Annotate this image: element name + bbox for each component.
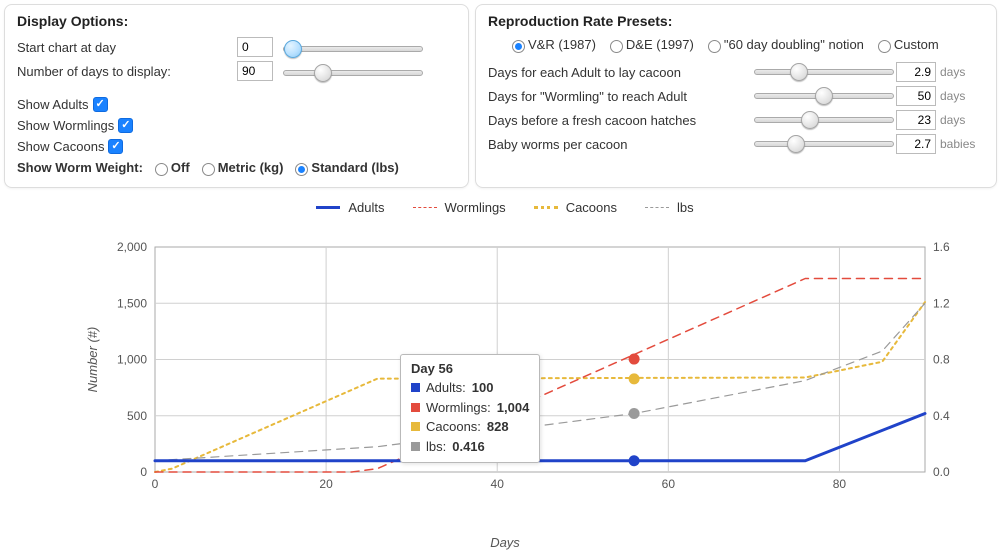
show-adults-label: Show Adults: [17, 97, 89, 112]
preset-de-radio[interactable]: [610, 40, 623, 53]
param-cacoon-lay-unit: days: [940, 65, 984, 79]
legend-cacoons-label: Cacoons: [566, 200, 617, 215]
param-cacoon-lay-value[interactable]: [896, 62, 936, 82]
repro-presets-panel: Reproduction Rate Presets: V&R (1987) D&…: [475, 4, 997, 188]
legend-adults[interactable]: Adults: [316, 200, 384, 215]
param-cacoon-lay-label: Days for each Adult to lay cacoon: [488, 65, 744, 80]
legend-wormlings-label: Wormlings: [445, 200, 506, 215]
param-hatch-slider[interactable]: [754, 117, 894, 123]
display-options-panel: Display Options: Start chart at day Numb…: [4, 4, 469, 188]
legend-wormlings[interactable]: Wormlings: [413, 200, 506, 215]
svg-text:1,500: 1,500: [117, 296, 147, 310]
start-day-row: Start chart at day: [17, 37, 456, 57]
param-hatch-label: Days before a fresh cacoon hatches: [488, 113, 744, 128]
repro-title: Reproduction Rate Presets:: [488, 13, 984, 29]
legend-adults-label: Adults: [348, 200, 384, 215]
preset-vr-label: V&R (1987): [528, 37, 596, 52]
weight-standard-radio[interactable]: [295, 163, 308, 176]
svg-text:80: 80: [833, 477, 847, 491]
param-wormling-adult-value[interactable]: [896, 86, 936, 106]
num-days-label: Number of days to display:: [17, 64, 237, 79]
svg-text:1.2: 1.2: [933, 296, 950, 310]
param-hatch: Days before a fresh cacoon hatches days: [488, 110, 984, 130]
show-wormlings-row: Show Wormlings ✓: [17, 118, 456, 133]
show-cacoons-row: Show Cacoons ✓: [17, 139, 456, 154]
num-days-row: Number of days to display:: [17, 61, 456, 81]
preset-60-label: "60 day doubling" notion: [724, 37, 864, 52]
param-wormling-adult-label: Days for "Wormling" to reach Adult: [488, 89, 744, 104]
param-cacoon-lay: Days for each Adult to lay cacoon days: [488, 62, 984, 82]
tooltip-title: Day 56: [411, 361, 529, 376]
svg-text:0: 0: [152, 477, 159, 491]
svg-text:1.6: 1.6: [933, 240, 950, 254]
show-wormlings-checkbox[interactable]: ✓: [118, 118, 133, 133]
chart-legend: Adults Wormlings Cacoons lbs: [10, 200, 1000, 215]
param-per-cacoon-value[interactable]: [896, 134, 936, 154]
svg-text:0: 0: [140, 465, 147, 479]
param-hatch-unit: days: [940, 113, 984, 127]
show-wormlings-label: Show Wormlings: [17, 118, 114, 133]
weight-units-row: Show Worm Weight: Off Metric (kg) Standa…: [17, 160, 456, 175]
legend-lbs[interactable]: lbs: [645, 200, 694, 215]
svg-text:20: 20: [319, 477, 333, 491]
weight-units-label: Show Worm Weight:: [17, 160, 143, 175]
preset-radio-row: V&R (1987) D&E (1997) "60 day doubling" …: [512, 37, 984, 52]
weight-off-label: Off: [171, 160, 190, 175]
svg-text:2,000: 2,000: [117, 240, 147, 254]
param-wormling-adult: Days for "Wormling" to reach Adult days: [488, 86, 984, 106]
svg-text:60: 60: [662, 477, 676, 491]
param-wormling-adult-slider[interactable]: [754, 93, 894, 99]
svg-text:0.8: 0.8: [933, 353, 950, 367]
start-day-input[interactable]: [237, 37, 273, 57]
param-hatch-value[interactable]: [896, 110, 936, 130]
show-cacoons-checkbox[interactable]: ✓: [108, 139, 123, 154]
svg-text:0.4: 0.4: [933, 409, 950, 423]
param-per-cacoon-slider[interactable]: [754, 141, 894, 147]
num-days-input[interactable]: [237, 61, 273, 81]
legend-cacoons[interactable]: Cacoons: [534, 200, 617, 215]
show-adults-checkbox[interactable]: ✓: [93, 97, 108, 112]
chart-tooltip: Day 56 Adults: 100Wormlings: 1,004Cacoon…: [400, 354, 540, 463]
legend-lbs-label: lbs: [677, 200, 694, 215]
param-per-cacoon: Baby worms per cacoon babies: [488, 134, 984, 154]
show-adults-row: Show Adults ✓: [17, 97, 456, 112]
svg-text:1,000: 1,000: [117, 353, 147, 367]
svg-text:40: 40: [491, 477, 505, 491]
param-per-cacoon-label: Baby worms per cacoon: [488, 137, 744, 152]
svg-text:500: 500: [127, 409, 147, 423]
param-cacoon-lay-slider[interactable]: [754, 69, 894, 75]
preset-custom-radio[interactable]: [878, 40, 891, 53]
svg-text:0.0: 0.0: [933, 465, 950, 479]
weight-metric-radio[interactable]: [202, 163, 215, 176]
weight-standard-label: Standard (lbs): [311, 160, 398, 175]
param-per-cacoon-unit: babies: [940, 137, 984, 151]
preset-de-label: D&E (1997): [626, 37, 694, 52]
x-axis-label: Days: [10, 535, 1000, 550]
display-options-title: Display Options:: [17, 13, 456, 29]
weight-off-radio[interactable]: [155, 163, 168, 176]
preset-60-radio[interactable]: [708, 40, 721, 53]
start-day-label: Start chart at day: [17, 40, 237, 55]
weight-metric-label: Metric (kg): [218, 160, 284, 175]
chart-area: Adults Wormlings Cacoons lbs 0 500 1,000 1,…: [10, 200, 1000, 550]
param-wormling-adult-unit: days: [940, 89, 984, 103]
svg-text:Number (#): Number (#): [85, 327, 100, 393]
num-days-slider[interactable]: [283, 70, 423, 76]
show-cacoons-label: Show Cacoons: [17, 139, 104, 154]
preset-vr-radio[interactable]: [512, 40, 525, 53]
start-day-slider[interactable]: [283, 46, 423, 52]
preset-custom-label: Custom: [894, 37, 939, 52]
